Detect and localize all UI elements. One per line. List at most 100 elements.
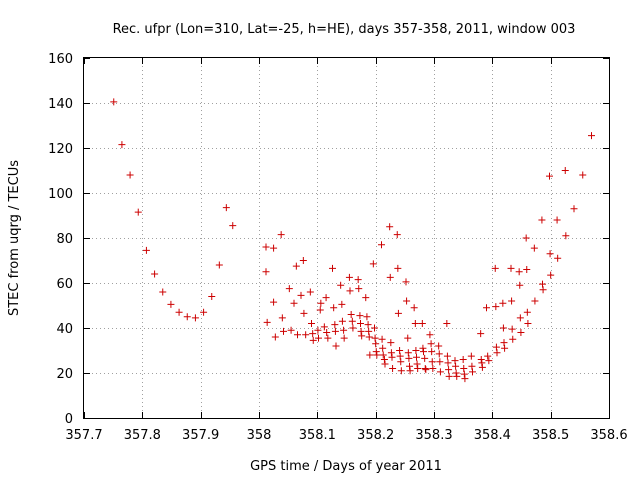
data-point (380, 356, 388, 363)
data-point (317, 299, 325, 307)
data-point (429, 365, 437, 372)
data-point (324, 334, 332, 342)
data-point (277, 231, 285, 239)
data-point (397, 358, 405, 366)
x-tick-label: 358.2 (357, 428, 394, 443)
data-point (270, 298, 278, 306)
data-point (394, 264, 402, 272)
data-point (332, 342, 340, 350)
data-point (435, 350, 443, 358)
data-point (588, 132, 595, 140)
data-point (331, 321, 339, 329)
data-point (381, 360, 389, 368)
data-point (403, 297, 411, 305)
data-point (323, 329, 331, 336)
data-point (499, 324, 507, 332)
x-tick-label: 358.3 (415, 428, 452, 443)
data-point (386, 273, 394, 281)
y-tick-label: 20 (56, 367, 73, 382)
data-point (365, 327, 373, 335)
data-point (509, 335, 517, 343)
data-point (346, 287, 354, 295)
data-point (445, 372, 453, 380)
data-point (363, 313, 371, 321)
x-tick-label: 358.6 (590, 428, 627, 443)
data-point (461, 375, 469, 383)
data-point (349, 324, 357, 332)
x-tick-labels: 357.7 357.8 357.9 358 358.1 358.2 358.3 358.4 35… (65, 428, 627, 443)
data-point (322, 294, 330, 302)
x-tick-label: 358 (247, 428, 272, 443)
data-point (412, 347, 420, 354)
data-point (478, 363, 486, 371)
data-point (524, 320, 532, 327)
data-point (340, 334, 348, 342)
data-point (314, 326, 322, 334)
data-point (396, 352, 404, 360)
data-point (356, 312, 364, 320)
data-point (396, 347, 404, 354)
y-tick-label: 0 (65, 412, 73, 427)
data-point (110, 98, 118, 106)
data-point (500, 339, 508, 347)
y-tick-labels: 0 20 40 60 80 100 120 140 160 (48, 52, 73, 427)
data-point (445, 366, 453, 374)
data-point (413, 360, 421, 368)
data-point (355, 285, 363, 293)
data-point (516, 281, 524, 289)
x-tick-label: 357.7 (65, 428, 102, 443)
data-point (435, 342, 443, 350)
y-tick-label: 160 (48, 52, 73, 67)
data-point (531, 297, 539, 305)
data-point (485, 357, 493, 365)
data-point (278, 314, 286, 322)
data-point (394, 309, 402, 317)
data-point (508, 325, 516, 333)
data-point (404, 334, 412, 342)
data-point (522, 234, 530, 242)
data-point (362, 294, 370, 302)
data-point (428, 358, 436, 366)
data-point (118, 141, 126, 149)
data-point (280, 327, 287, 335)
data-point (379, 351, 387, 359)
data-point (460, 370, 468, 378)
data-point (406, 367, 414, 375)
data-point (134, 208, 142, 216)
data-point (410, 304, 418, 312)
data-point (387, 349, 395, 357)
data-point (538, 216, 546, 224)
data-point (478, 359, 486, 367)
data-point (436, 358, 444, 366)
data-point (308, 320, 315, 327)
y-tick-label: 100 (48, 187, 73, 202)
y-tick-label: 40 (56, 322, 73, 337)
data-point (387, 339, 395, 347)
data-point (546, 250, 554, 258)
data-point (316, 306, 324, 314)
data-point (515, 268, 523, 276)
data-point (372, 348, 380, 356)
y-tick-label: 80 (56, 232, 73, 247)
data-point (477, 330, 485, 338)
data-point (428, 348, 436, 356)
data-point (501, 344, 509, 352)
x-tick-label: 358.4 (474, 428, 511, 443)
data-point (426, 331, 434, 339)
y-tick-label: 60 (56, 277, 73, 292)
data-point (302, 331, 310, 339)
data-point (422, 366, 430, 374)
data-point (329, 264, 336, 272)
y-tick-label: 120 (48, 142, 73, 157)
data-point (126, 171, 134, 179)
data-point (263, 318, 271, 326)
data-point (468, 362, 476, 370)
data-point (484, 352, 492, 360)
data-point (357, 320, 364, 327)
data-point (142, 246, 150, 254)
data-point (523, 266, 531, 273)
data-point (373, 351, 381, 359)
x-tick-label: 357.8 (124, 428, 161, 443)
data-point (347, 311, 355, 318)
